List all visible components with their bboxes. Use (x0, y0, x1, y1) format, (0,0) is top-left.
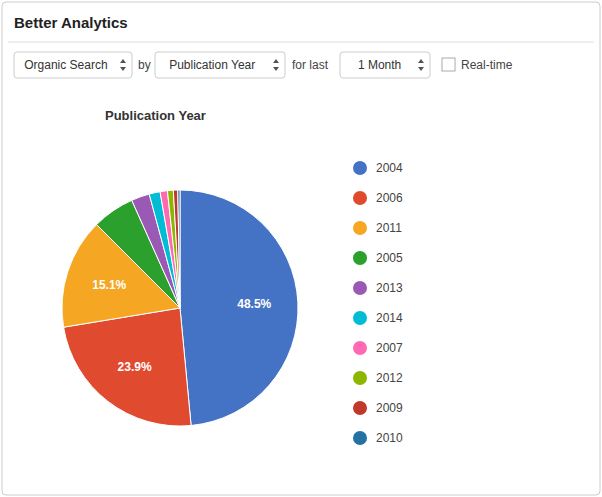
legend-swatch (353, 371, 367, 385)
legend-label: 2014 (376, 311, 403, 325)
dropdown-arrow (273, 67, 279, 71)
data-label: 23.9% (118, 360, 152, 374)
chart-root: Better Analytics Organic Search by Publicat… (0, 0, 602, 497)
dropdown[interactable] (340, 52, 430, 78)
legend-swatch (353, 431, 367, 445)
subtitle: Publication Year (105, 108, 206, 123)
pie (62, 190, 298, 426)
legend-label: 2007 (376, 341, 403, 355)
legend-swatch (353, 221, 367, 235)
legend-label: 2012 (376, 371, 403, 385)
dropdown-arrow (120, 59, 126, 63)
legend-swatch (353, 251, 367, 265)
dropdown-arrow (120, 67, 126, 71)
legend-label: 2004 (376, 161, 403, 175)
legend-label: 2005 (376, 251, 403, 265)
legend-label: 2013 (376, 281, 403, 295)
dropdown-arrow (418, 59, 424, 63)
dropdown[interactable] (155, 52, 285, 78)
dropdown-arrow (418, 67, 424, 71)
checkbox-label: Real-time (461, 58, 513, 72)
legend: 2004 2006 2011 2005 2013 2014 2007 2012 2009 2010 (353, 161, 403, 445)
dropdown-label: Publication Year (169, 58, 255, 72)
pie-slice (173, 190, 180, 308)
legend-swatch (353, 341, 367, 355)
legend-label: 2006 (376, 191, 403, 205)
dropdown-label: Organic Search (24, 58, 107, 72)
data-label: 15.1% (92, 278, 126, 292)
data-label: 48.5% (237, 297, 271, 311)
pie-slice (180, 190, 298, 425)
dropdown-label: 1 Month (358, 58, 401, 72)
legend-label: 2010 (376, 431, 403, 445)
dropdown[interactable] (14, 52, 132, 78)
control-text: by (138, 58, 151, 72)
pie-slice (160, 191, 180, 308)
legend-swatch (353, 401, 367, 415)
divider (8, 42, 594, 43)
legend-label: 2011 (376, 221, 402, 235)
pie-slice (167, 190, 180, 308)
control-text: for last (292, 58, 329, 72)
legend-swatch (353, 281, 367, 295)
pie-slice (64, 308, 192, 426)
checkbox[interactable] (442, 58, 455, 71)
legend-swatch (353, 161, 367, 175)
legend-swatch (353, 311, 367, 325)
legend-swatch (353, 191, 367, 205)
legend-label: 2009 (376, 401, 403, 415)
panel (2, 2, 600, 495)
title: Better Analytics (14, 14, 128, 31)
data-labels: 48.5% 23.9% 15.1% (92, 278, 271, 374)
dropdown-arrow (273, 59, 279, 63)
pie-slice (178, 190, 180, 308)
